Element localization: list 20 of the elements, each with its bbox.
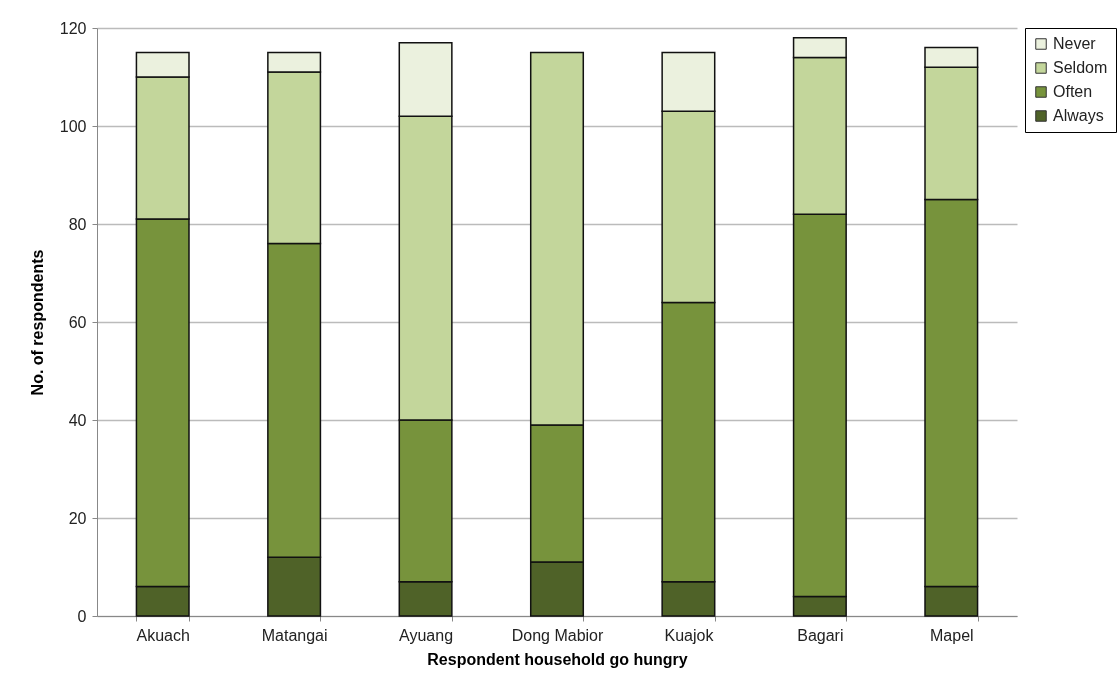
legend-label: Never (1053, 35, 1097, 52)
y-tick-label: 120 (59, 19, 87, 37)
y-tick-label: 80 (68, 215, 87, 233)
legend-label: Seldom (1053, 59, 1108, 76)
y-tick-label: 20 (68, 509, 87, 527)
x-axis-title: Respondent household go hungry (427, 650, 688, 668)
x-tick-label: Akuach (136, 626, 190, 644)
x-tick-label: Bagari (797, 626, 844, 644)
y-axis-title: No. of respondents (28, 249, 46, 396)
y-tick-label: 100 (59, 117, 87, 135)
x-tick-label: Matangai (261, 626, 328, 644)
x-tick-label: Mapel (930, 626, 974, 644)
x-tick-label: Ayuang (399, 626, 454, 644)
y-tick-label: 0 (77, 607, 87, 625)
x-tick-label: Dong Mabior (511, 626, 604, 644)
legend-label: Often (1053, 83, 1093, 100)
y-tick-label: 40 (68, 411, 87, 429)
x-tick-label: Kuajok (664, 626, 715, 644)
y-tick-label: 60 (68, 313, 87, 331)
legend-label: Always (1053, 107, 1104, 124)
